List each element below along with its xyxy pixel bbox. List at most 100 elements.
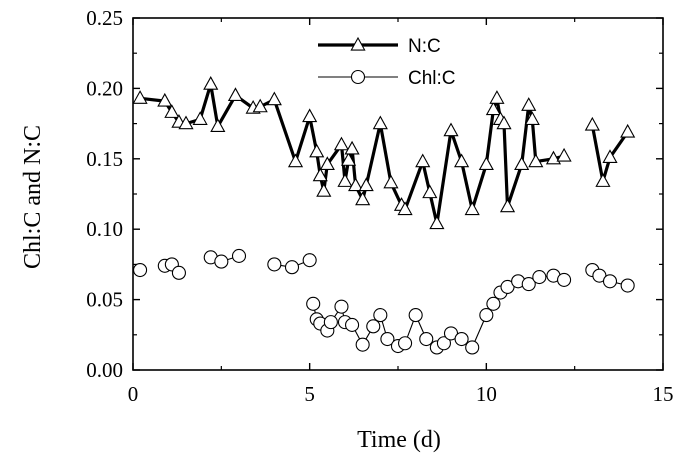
data-point-circle xyxy=(419,331,434,347)
data-point-circle xyxy=(267,257,282,272)
legend-marker-circle xyxy=(350,69,366,85)
data-point-triangle xyxy=(252,98,268,113)
x-tick-label: 0 xyxy=(128,382,139,406)
data-point-circle xyxy=(454,331,469,347)
series-line xyxy=(590,124,630,183)
data-point-triangle xyxy=(545,150,562,165)
data-point-triangle xyxy=(210,118,226,133)
data-point-triangle xyxy=(443,122,459,137)
data-point-triangle xyxy=(132,90,148,104)
data-point-triangle xyxy=(397,201,413,216)
data-point-circle xyxy=(479,308,494,323)
legend-marker-triangle xyxy=(350,36,366,51)
data-point-triangle xyxy=(602,149,618,163)
data-point-triangle xyxy=(521,97,537,111)
data-point-circle xyxy=(306,296,321,311)
data-point-triangle xyxy=(454,153,470,168)
data-point-circle xyxy=(334,299,349,314)
data-point-circle xyxy=(521,277,536,292)
data-point-triangle xyxy=(464,201,480,216)
data-point-triangle xyxy=(496,115,512,130)
data-point-triangle xyxy=(429,215,445,230)
data-point-circle xyxy=(355,337,370,352)
y-tick-label: 0.20 xyxy=(86,76,123,100)
data-point-triangle xyxy=(316,183,332,197)
data-point-triangle xyxy=(383,174,399,189)
data-point-triangle xyxy=(485,101,501,116)
data-point-triangle xyxy=(319,156,335,171)
data-point-circle xyxy=(345,317,360,332)
data-point-triangle xyxy=(415,153,431,168)
data-point-triangle xyxy=(489,90,505,104)
legend-label: Chl:C xyxy=(408,68,456,89)
x-tick-label: 15 xyxy=(653,382,674,406)
data-point-triangle xyxy=(358,177,374,192)
data-point-circle xyxy=(465,340,480,355)
data-point-triangle xyxy=(478,156,494,171)
data-point-triangle xyxy=(164,104,180,118)
data-point-triangle xyxy=(333,136,350,151)
data-point-triangle xyxy=(422,184,438,199)
data-point-circle xyxy=(557,272,572,287)
data-point-triangle xyxy=(620,123,636,138)
y-tick-label: 0.25 xyxy=(86,6,123,30)
y-tick-label: 0.00 xyxy=(86,358,123,382)
chart-axes xyxy=(132,17,664,371)
data-point-triangle xyxy=(355,191,371,206)
y-axis-label: Chl:C and N:C xyxy=(20,125,46,269)
data-point-triangle xyxy=(340,152,357,166)
data-point-triangle xyxy=(348,177,364,192)
data-point-circle xyxy=(398,336,413,351)
data-point-triangle xyxy=(266,91,282,106)
data-point-triangle xyxy=(309,143,325,158)
chart-ticks: 0 5 10 15 0.00 0.05 0.10 0.15 0.20 0.25 xyxy=(86,6,673,406)
data-point-circle xyxy=(436,336,451,351)
data-point-triangle xyxy=(584,116,600,131)
series-chlc xyxy=(133,248,635,355)
data-point-circle xyxy=(602,274,618,289)
data-point-triangle xyxy=(524,111,540,125)
data-point-triangle xyxy=(528,153,544,168)
data-point-circle xyxy=(532,270,547,285)
data-point-circle xyxy=(620,278,635,293)
chart-series xyxy=(132,76,636,355)
plot-frame xyxy=(132,17,664,371)
y-tick-label: 0.05 xyxy=(86,288,123,312)
series-nc xyxy=(132,76,636,230)
data-point-triangle xyxy=(203,76,219,90)
data-point-circle xyxy=(373,308,388,323)
data-point-triangle xyxy=(344,140,360,155)
data-point-circle xyxy=(171,265,186,280)
data-point-triangle xyxy=(337,173,353,187)
data-point-circle xyxy=(323,315,338,330)
data-point-circle xyxy=(380,331,395,347)
data-point-circle xyxy=(486,296,501,311)
data-point-triangle xyxy=(157,92,173,107)
data-point-triangle xyxy=(595,173,611,187)
data-point-circle xyxy=(214,254,229,269)
data-point-triangle xyxy=(287,153,304,168)
data-point-circle xyxy=(284,260,300,275)
y-tick-label: 0.10 xyxy=(86,217,123,241)
data-point-triangle xyxy=(312,167,328,182)
chart-legend: N:C Chl:C xyxy=(318,36,456,89)
data-point-triangle xyxy=(514,156,530,171)
x-tick-label: 10 xyxy=(476,382,497,406)
data-point-circle xyxy=(302,253,317,268)
data-point-triangle xyxy=(302,108,318,123)
data-point-circle xyxy=(133,262,148,278)
data-point-triangle xyxy=(178,115,194,130)
data-point-triangle xyxy=(556,147,572,162)
data-point-circle xyxy=(366,319,381,334)
x-axis-label: Time (d) xyxy=(357,427,441,453)
x-tick-label: 5 xyxy=(304,382,315,406)
data-point-circle xyxy=(408,308,423,323)
data-point-triangle xyxy=(372,115,388,130)
legend-label: N:C xyxy=(408,36,441,57)
data-point-circle xyxy=(231,248,247,264)
data-point-triangle xyxy=(499,198,516,213)
data-point-triangle xyxy=(227,87,244,102)
data-point-triangle xyxy=(192,111,208,125)
y-tick-label: 0.15 xyxy=(86,147,123,171)
